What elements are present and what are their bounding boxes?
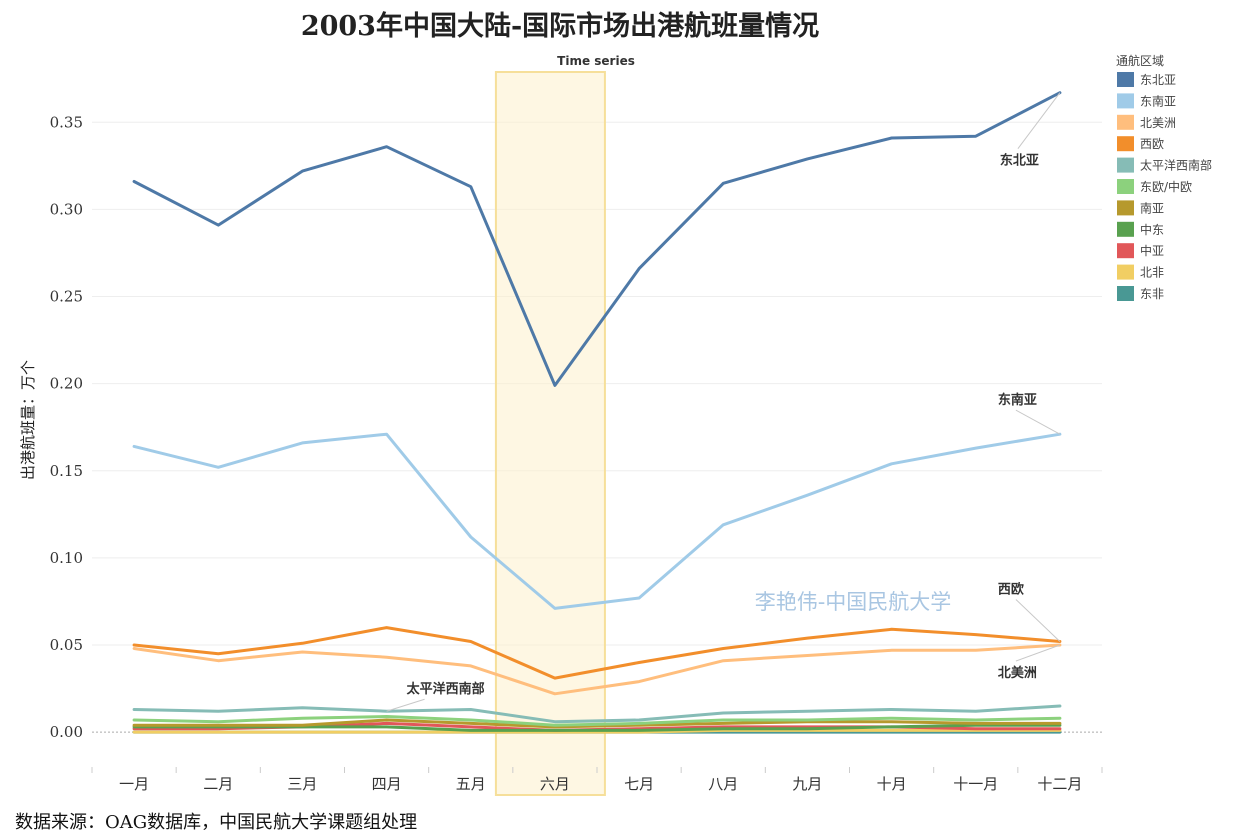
series-line (132, 626, 1062, 680)
series-line (132, 704, 1062, 724)
annotation-leader (1017, 92, 1061, 149)
y-tick-label: 0.20 (50, 375, 83, 393)
legend-label: 西欧 (1140, 137, 1164, 151)
legend-label: 东南亚 (1140, 93, 1176, 108)
series-line (132, 718, 1062, 729)
legend-swatch (1117, 264, 1134, 280)
series-line (132, 723, 1062, 732)
highlight-rect (494, 71, 606, 796)
x-tick-label: 十一月 (953, 775, 998, 793)
x-tick-label: 二月 (203, 775, 233, 793)
x-tick-label: 四月 (372, 775, 402, 793)
y-tick-label: 0.15 (50, 462, 83, 480)
legend-swatch (1117, 286, 1134, 301)
annotation-leader (1015, 644, 1061, 662)
legend-swatch (1117, 243, 1134, 259)
y-tick-label: 0.25 (50, 288, 83, 306)
legend-label: 南亚 (1140, 200, 1164, 215)
y-tick-label: 0.35 (50, 113, 83, 131)
y-tick-label: 0.00 (50, 723, 83, 741)
series-line (132, 715, 1062, 727)
legend-swatch (1117, 179, 1134, 194)
x-tick-label: 八月 (708, 775, 738, 793)
series-line (132, 432, 1062, 610)
x-axis: 一月 二月 三月 四月 五月 六月 七月 八月 九月 十月 十一月 十二月 (91, 767, 1103, 793)
y-axis: 0.00 0.05 0.10 0.15 0.20 0.25 0.30 0.35 (50, 113, 83, 741)
legend-label: 东北亚 (1140, 73, 1176, 87)
x-tick-label: 三月 (287, 775, 317, 793)
legend-swatch (1117, 114, 1134, 130)
series-lines (132, 91, 1062, 734)
y-tick-label: 0.05 (50, 636, 83, 654)
series-line (132, 91, 1062, 387)
legend-swatch (1117, 157, 1134, 173)
legend-swatch (1117, 221, 1134, 237)
legend-label: 北美洲 (1140, 116, 1176, 130)
annotation-leader (1015, 599, 1061, 642)
legend-swatch (1117, 200, 1134, 216)
legend-label: 中东 (1140, 222, 1164, 237)
x-tick-label: 一月 (119, 775, 149, 793)
annotation-label: 东北亚 (1000, 153, 1039, 169)
legend-label: 东欧/中欧 (1140, 179, 1192, 194)
legend-label: 中亚 (1140, 243, 1164, 258)
y-axis-label: 出港航班量：万个 (19, 360, 37, 480)
chart-title: 2003年中国大陆-国际市场出港航班量情况 (301, 10, 819, 42)
legend-swatch (1117, 93, 1134, 109)
y-tick-label: 0.30 (50, 200, 83, 218)
series-line (132, 643, 1062, 696)
legend-title: 通航区域 (1116, 53, 1164, 68)
series-line (132, 728, 1062, 734)
annotation-label: 西欧 (998, 582, 1024, 598)
x-tick-label: 七月 (624, 775, 654, 793)
x-tick-label: 六月 (540, 775, 570, 793)
annotation-label: 东南亚 (998, 392, 1037, 408)
x-tick-label: 五月 (456, 775, 486, 793)
source-note: 数据来源：OAG数据库，中国民航大学课题组处理 (15, 812, 417, 833)
watermark: 李艳伟-中国民航大学 (755, 590, 952, 614)
legend-label: 太平洋西南部 (1140, 158, 1212, 173)
annotation-leader (1015, 409, 1061, 435)
annotation-leader (386, 698, 425, 712)
legend-swatch (1117, 136, 1134, 152)
x-tick-label: 九月 (792, 775, 822, 793)
annotation-label: 太平洋西南部 (406, 681, 485, 697)
legend-label: 北非 (1140, 266, 1164, 280)
x-tick-label: 十二月 (1037, 775, 1082, 793)
chart-subtitle: Time series (557, 54, 635, 68)
x-tick-label: 十月 (877, 775, 907, 793)
annotation-label: 北美洲 (998, 665, 1037, 681)
legend-label: 东非 (1140, 287, 1164, 301)
legend-swatch (1117, 72, 1134, 87)
highlight-band (494, 71, 606, 796)
y-tick-label: 0.10 (50, 549, 83, 567)
